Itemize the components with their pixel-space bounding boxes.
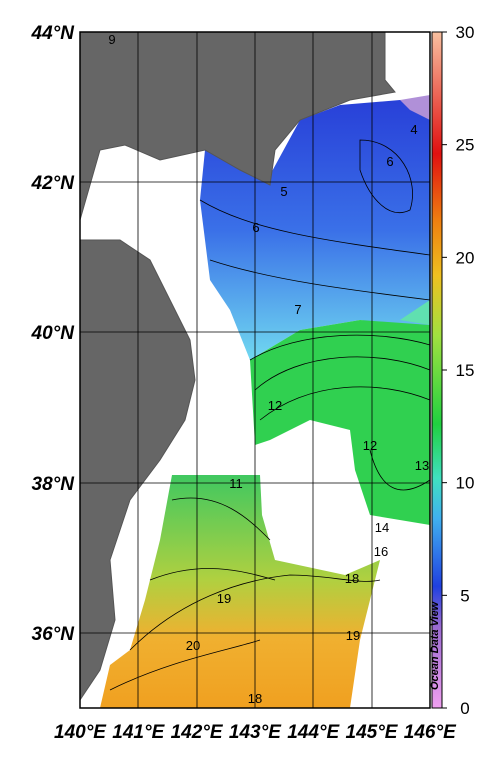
land-honshu — [79, 239, 196, 702]
contour-label: 13 — [415, 458, 429, 473]
lat-label: 44°N — [31, 23, 76, 44]
map-frame — [79, 31, 431, 709]
data-field — [400, 95, 430, 120]
colorbar-label: 5 — [460, 586, 469, 605]
contour-label: 16 — [374, 544, 388, 559]
contour-label: 6 — [252, 220, 259, 235]
contour-label: 5 — [280, 184, 287, 199]
contour-label: 12 — [363, 438, 377, 453]
colorbar-label: 10 — [456, 474, 475, 493]
contour-label: 7 — [294, 302, 301, 317]
colorbar-label: 25 — [456, 136, 475, 155]
map-area — [80, 32, 430, 708]
colorbar-label: 15 — [456, 361, 475, 380]
contour-label: 9 — [108, 32, 115, 47]
lat-label: 38°N — [32, 474, 76, 495]
contour-label: 6 — [386, 154, 393, 169]
colorbar-label: 30 — [456, 23, 475, 42]
lon-label: 146°E — [404, 722, 457, 743]
colorbar-label: 20 — [456, 248, 475, 267]
contour-label: 18 — [248, 691, 262, 706]
land-hokkaido — [79, 31, 396, 221]
data-field — [200, 100, 430, 360]
contour-label: 14 — [375, 520, 389, 535]
lon-label: 142°E — [171, 722, 224, 743]
lon-label: 143°E — [229, 722, 282, 743]
contour-label: 20 — [186, 638, 200, 653]
lon-label: 141°E — [112, 722, 165, 743]
data-field — [400, 300, 430, 325]
lon-label: 144°E — [287, 722, 340, 743]
lat-label: 42°N — [31, 173, 76, 194]
contour-label: 18 — [345, 571, 359, 586]
contour-label: 19 — [346, 628, 360, 643]
credit: Ocean Data View — [429, 600, 441, 690]
lon-label: 140°E — [54, 722, 107, 743]
contour-label: 11 — [229, 476, 243, 491]
contour-label: 19 — [217, 591, 231, 606]
lat-label: 40°N — [31, 323, 76, 344]
colorbar-label: 0 — [460, 699, 469, 718]
data-field — [100, 475, 380, 708]
lat-label: 36°N — [32, 624, 76, 645]
contours — [109, 139, 431, 691]
lon-label: 145°E — [346, 722, 399, 743]
data-field — [250, 320, 430, 525]
land — [79, 31, 396, 702]
grid — [80, 32, 430, 708]
contour-label: 4 — [410, 122, 417, 137]
contour-label: 12 — [268, 398, 282, 413]
